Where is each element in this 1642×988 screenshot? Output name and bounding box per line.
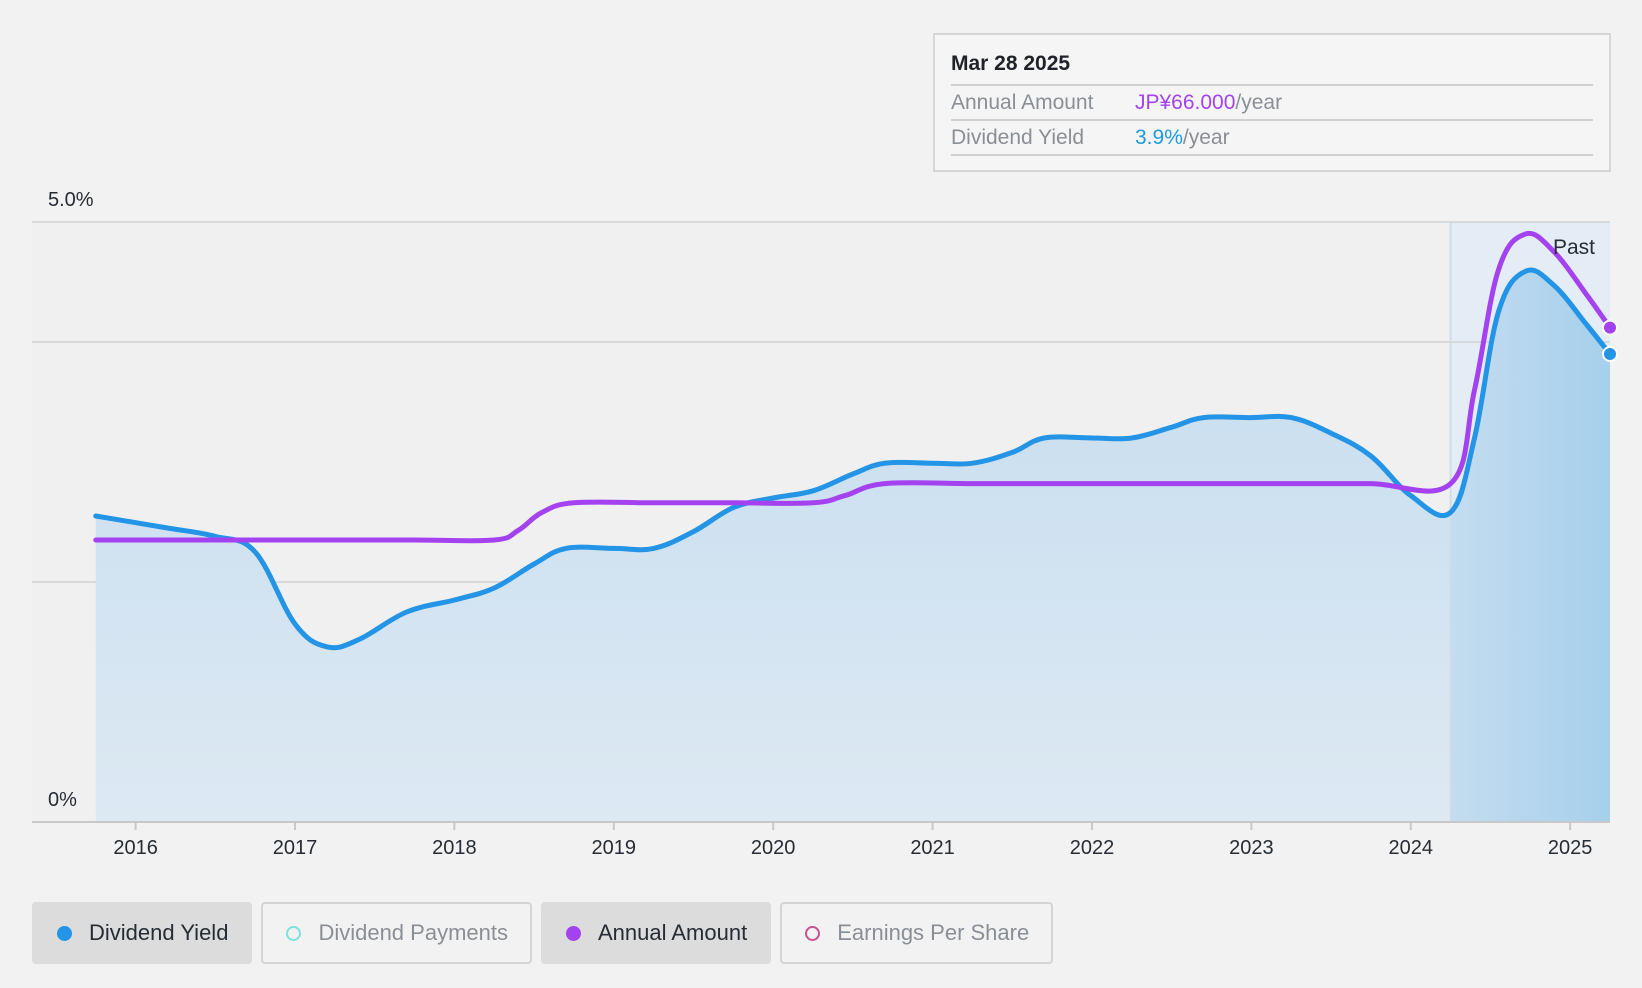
- tooltip-label: Annual Amount: [951, 91, 1094, 114]
- legend-dividend-payments-button[interactable]: Dividend Payments: [261, 902, 532, 964]
- tooltip-row-dividend-yield: Dividend Yield 3.9% /year: [951, 121, 1593, 156]
- tooltip-value: 3.9%: [1135, 126, 1183, 149]
- x-tick-label: 2019: [592, 837, 637, 859]
- legend-label: Earnings Per Share: [837, 920, 1030, 945]
- legend-dot-icon: [565, 925, 581, 941]
- legend-ring-icon: [286, 925, 302, 941]
- x-tick-label: 2024: [1389, 837, 1434, 859]
- tooltip-value: JP¥66.000: [1135, 91, 1236, 114]
- x-tick-label: 2016: [113, 837, 158, 859]
- x-tick-label: 2021: [910, 837, 955, 859]
- series-lines: [93, 230, 1613, 651]
- legend-label: Annual Amount: [597, 920, 748, 945]
- yield-line: [93, 267, 1613, 651]
- amount-line: [93, 230, 1613, 544]
- series-end-markers: [1602, 319, 1618, 362]
- x-tick-label: 2022: [1070, 837, 1115, 859]
- amount-end-marker: [1602, 319, 1618, 336]
- tooltip-label: Dividend Yield: [951, 126, 1085, 149]
- legend: Dividend Yield Dividend Payments Annual …: [32, 902, 1054, 964]
- legend-label: Dividend Yield: [89, 920, 229, 945]
- yield-area: [95, 269, 1611, 822]
- x-tick-label: 2023: [1229, 837, 1274, 859]
- tooltip-row-annual-amount: Annual Amount JP¥66.000 /year: [951, 86, 1593, 121]
- legend-ring-icon: [805, 925, 821, 941]
- x-tick-label: 2017: [273, 837, 318, 859]
- x-tick-label: 2025: [1548, 837, 1593, 859]
- x-tick-label: 2018: [432, 837, 477, 859]
- y-tick-label-top: 5.0%: [48, 189, 94, 211]
- tooltip-unit: /year: [1182, 126, 1230, 149]
- legend-annual-amount-button[interactable]: Annual Amount: [540, 902, 772, 964]
- legend-label: Dividend Payments: [318, 920, 508, 945]
- yield-end-marker: [1602, 346, 1618, 362]
- tooltip-date: Mar 28 2025: [951, 49, 1593, 86]
- x-axis-ticks: 2016 2017 2018 2019 2020 2021 2022 2023 2024 2025: [113, 822, 1592, 859]
- legend-dividend-yield-button[interactable]: Dividend Yield: [32, 902, 253, 964]
- tooltip-unit: /year: [1235, 91, 1283, 114]
- x-tick-label: 2020: [751, 837, 796, 859]
- past-label: Past: [1553, 236, 1595, 259]
- legend-earnings-per-share-button[interactable]: Earnings Per Share: [780, 902, 1054, 964]
- legend-dot-icon: [57, 925, 72, 941]
- tooltip: Mar 28 2025 Annual Amount JP¥66.000 /yea…: [933, 33, 1611, 172]
- yield-area-past: [1450, 269, 1610, 822]
- y-tick-label-bottom: 0%: [48, 789, 77, 811]
